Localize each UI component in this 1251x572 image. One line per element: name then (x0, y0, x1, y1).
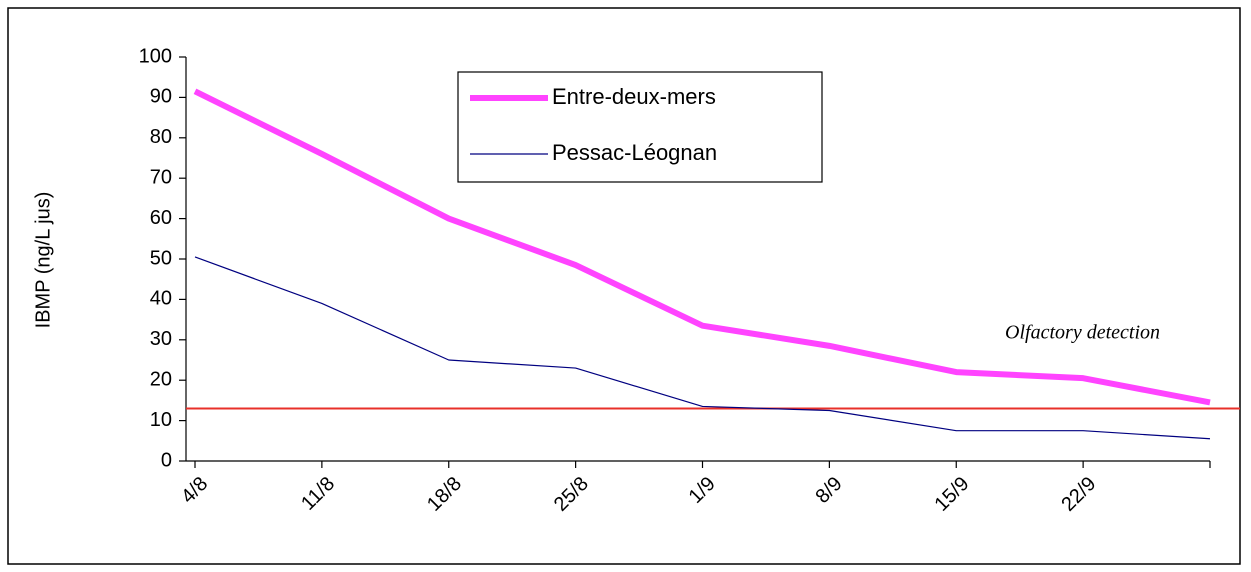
y-tick-label: 60 (150, 207, 172, 229)
threshold-label: Olfactory detection (1005, 322, 1160, 344)
y-tick-label: 40 (150, 288, 172, 310)
series-line (194, 256, 1211, 440)
y-tick-label: 80 (150, 126, 172, 148)
legend-label: Pessac-Léognan (552, 140, 717, 165)
series-line (193, 88, 1211, 406)
legend-box (457, 71, 823, 183)
y-tick-label: 0 (161, 449, 172, 471)
legend-label: Entre-deux-mers (552, 84, 716, 109)
y-axis-label: IBMP (ng/L jus) (32, 192, 54, 329)
y-tick-label: 90 (150, 86, 172, 108)
y-tick-label: 50 (150, 247, 172, 269)
y-tick-label: 30 (150, 328, 172, 350)
y-tick-label: 100 (139, 45, 172, 67)
y-tick-label: 10 (150, 409, 172, 431)
y-tick-label: 20 (150, 368, 172, 390)
y-tick-label: 70 (150, 166, 172, 188)
